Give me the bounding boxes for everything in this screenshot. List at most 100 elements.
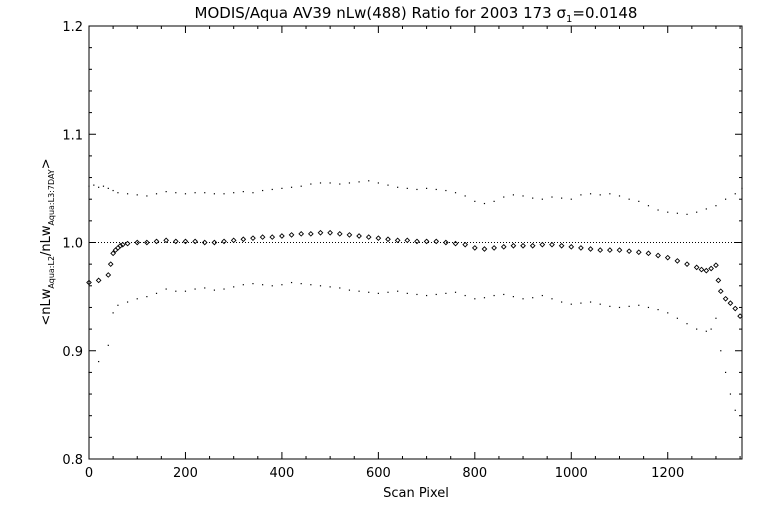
data-point xyxy=(213,289,215,291)
data-point xyxy=(686,213,688,215)
data-point xyxy=(146,296,148,298)
data-point xyxy=(163,237,170,244)
x-tick-label: 600 xyxy=(366,466,391,481)
data-point xyxy=(165,288,167,290)
data-point xyxy=(628,305,630,307)
data-point xyxy=(520,242,526,249)
data-point xyxy=(134,239,141,246)
x-axis-label: Scan Pixel xyxy=(383,486,449,501)
data-point xyxy=(558,242,565,249)
data-point xyxy=(339,287,341,289)
title-subscript: 1 xyxy=(566,14,572,25)
data-point xyxy=(435,293,437,296)
x-tick-label: 200 xyxy=(173,466,198,481)
data-point xyxy=(549,241,555,248)
data-point xyxy=(589,193,592,195)
series-1 xyxy=(86,229,743,319)
data-point xyxy=(107,187,109,189)
data-point xyxy=(230,237,237,244)
data-point xyxy=(462,241,469,248)
data-point xyxy=(529,242,536,249)
data-point xyxy=(589,301,592,303)
data-point xyxy=(368,180,370,182)
x-tick-label: 800 xyxy=(462,466,487,481)
x-tick-label: 400 xyxy=(269,466,294,481)
data-point xyxy=(616,247,623,253)
data-point xyxy=(570,198,572,200)
data-point xyxy=(112,312,114,314)
data-point xyxy=(512,296,515,298)
data-point xyxy=(445,292,447,294)
data-point xyxy=(696,211,698,213)
data-point xyxy=(119,241,126,248)
data-point xyxy=(732,305,739,312)
data-point xyxy=(252,283,254,285)
data-point xyxy=(607,247,613,253)
data-point xyxy=(175,192,177,194)
data-point xyxy=(172,238,179,245)
data-point xyxy=(580,302,582,304)
data-point xyxy=(146,195,148,197)
data-point xyxy=(385,236,391,243)
data-point xyxy=(319,285,322,287)
y-axis-label: <nLwAqua:L2/nLwAqua:L3:7DAY> xyxy=(39,158,56,325)
data-point xyxy=(233,286,235,288)
data-point xyxy=(110,250,116,257)
data-point xyxy=(597,247,604,253)
data-point xyxy=(638,200,640,202)
data-point xyxy=(105,272,112,278)
data-point xyxy=(674,258,681,264)
data-point xyxy=(423,238,430,245)
data-point xyxy=(281,187,283,189)
data-point xyxy=(503,196,505,198)
data-point xyxy=(107,344,109,346)
data-point xyxy=(708,265,714,272)
data-point xyxy=(551,196,553,198)
data-point xyxy=(262,284,264,286)
data-point xyxy=(298,231,305,237)
data-point xyxy=(522,195,524,197)
data-point xyxy=(397,186,399,188)
data-point xyxy=(645,250,652,257)
data-point xyxy=(464,195,466,197)
data-point xyxy=(715,205,717,207)
data-point xyxy=(655,252,661,259)
data-point xyxy=(95,277,102,284)
data-point xyxy=(201,239,208,246)
data-point xyxy=(223,288,225,290)
data-point xyxy=(317,229,324,236)
data-point xyxy=(464,294,466,297)
data-point xyxy=(686,323,688,325)
data-point xyxy=(184,193,187,195)
data-point xyxy=(452,240,459,247)
data-point xyxy=(404,237,411,244)
data-point xyxy=(192,238,198,245)
data-point xyxy=(262,189,264,192)
data-point xyxy=(561,301,563,303)
data-point xyxy=(676,317,678,319)
data-point xyxy=(406,292,408,294)
data-point xyxy=(310,284,312,286)
data-point xyxy=(88,185,90,187)
data-point xyxy=(715,277,722,284)
data-point xyxy=(493,294,495,297)
data-point xyxy=(387,184,389,186)
data-point xyxy=(618,195,621,197)
data-point xyxy=(493,200,495,202)
data-point xyxy=(416,188,418,191)
data-point xyxy=(474,200,476,202)
data-points xyxy=(86,180,743,417)
data-point xyxy=(271,285,273,287)
data-point xyxy=(722,295,729,302)
data-point xyxy=(532,297,534,299)
data-point xyxy=(107,261,114,267)
data-point xyxy=(279,233,285,239)
data-point xyxy=(539,241,546,248)
data-point xyxy=(377,182,379,184)
data-point xyxy=(221,238,227,245)
data-point xyxy=(375,235,382,242)
data-point xyxy=(647,205,650,207)
data-point xyxy=(657,209,659,211)
data-point xyxy=(144,239,150,246)
data-point xyxy=(211,239,218,246)
